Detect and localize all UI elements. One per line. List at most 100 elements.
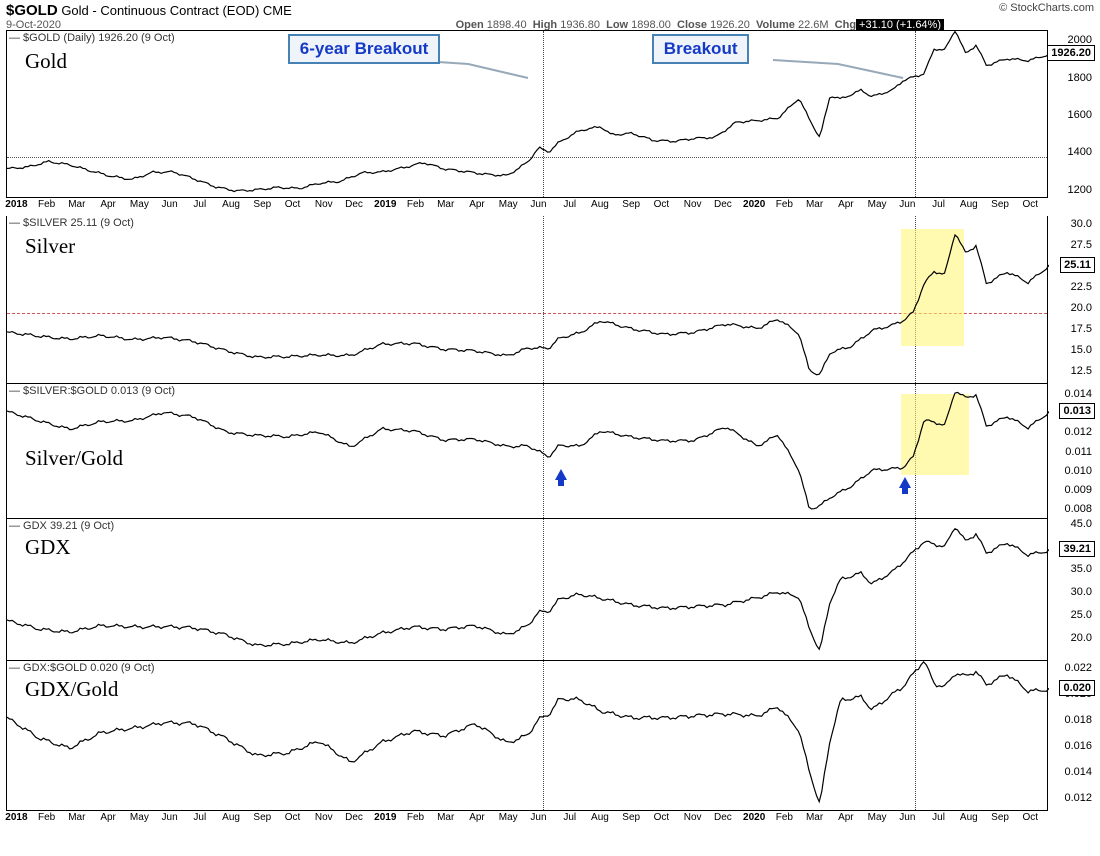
price-line	[7, 31, 1049, 199]
x-tick: Nov	[315, 812, 333, 823]
x-tick: Jul	[193, 812, 206, 823]
x-tick: Apr	[100, 812, 116, 823]
symbol: $GOLD	[6, 2, 58, 19]
y-tick: 0.010	[1064, 465, 1092, 477]
x-tick: Feb	[776, 199, 793, 210]
x-tick: Feb	[38, 812, 55, 823]
x-tick: 2018	[5, 812, 27, 823]
y-tick: 12.5	[1071, 365, 1092, 377]
chart-container: © StockCharts.com $GOLD Gold - Continuou…	[0, 0, 1100, 856]
x-tick: Aug	[960, 812, 978, 823]
x-tick: Jul	[193, 199, 206, 210]
x-tick: Mar	[437, 199, 454, 210]
x-tick: May	[130, 199, 149, 210]
x-tick: Feb	[38, 199, 55, 210]
callout-label: 6-year Breakout	[288, 34, 441, 64]
x-tick: Dec	[714, 812, 732, 823]
panel-title: GDX	[25, 535, 71, 560]
x-tick: 2020	[743, 812, 765, 823]
x-tick: Mar	[68, 812, 85, 823]
y-tick: 15.0	[1071, 344, 1092, 356]
x-tick: Nov	[315, 199, 333, 210]
price-flag: 25.11	[1060, 257, 1095, 273]
panel-legend: — GDX 39.21 (9 Oct)	[9, 520, 114, 532]
x-tick: Jun	[162, 812, 178, 823]
x-tick: Oct	[285, 812, 301, 823]
x-tick: Mar	[806, 199, 823, 210]
x-tick: Jun	[899, 812, 915, 823]
price-line	[7, 216, 1049, 384]
x-tick: Aug	[591, 199, 609, 210]
y-tick: 0.018	[1064, 714, 1092, 726]
panel-title: Gold	[25, 49, 67, 74]
panel-title: GDX/Gold	[25, 677, 118, 702]
price-line	[7, 384, 1049, 519]
panel-gdxg: — GDX:$GOLD 0.020 (9 Oct)GDX/Gold0.0120.…	[6, 661, 1048, 811]
price-line	[7, 661, 1049, 811]
header-title: $GOLD Gold - Continuous Contract (EOD) C…	[6, 2, 1094, 19]
y-tick: 45.0	[1071, 518, 1092, 530]
x-tick: Feb	[776, 812, 793, 823]
panel-legend: — $SILVER:$GOLD 0.013 (9 Oct)	[9, 385, 175, 397]
y-tick: 0.014	[1064, 388, 1092, 400]
panel-gdx: — GDX 39.21 (9 Oct)GDX20.025.030.035.040…	[6, 519, 1048, 661]
x-tick: 2020	[743, 199, 765, 210]
arrow-up-icon	[555, 469, 567, 480]
y-tick: 25.0	[1071, 609, 1092, 621]
y-tick: 30.0	[1071, 218, 1092, 230]
arrow-stem	[902, 488, 908, 494]
x-tick: Jun	[530, 199, 546, 210]
y-tick: 0.016	[1064, 740, 1092, 752]
price-line	[7, 519, 1049, 661]
x-tick: Apr	[469, 812, 485, 823]
panel-title: Silver/Gold	[25, 446, 123, 471]
y-tick: 0.009	[1064, 484, 1092, 496]
x-tick: Mar	[437, 812, 454, 823]
y-tick: 1200	[1068, 184, 1092, 196]
x-tick: Sep	[253, 812, 271, 823]
x-tick: Sep	[991, 812, 1009, 823]
x-tick: Aug	[222, 812, 240, 823]
panel-gold: — $GOLD (Daily) 1926.20 (9 Oct)Gold12001…	[6, 30, 1048, 198]
x-tick: Oct	[654, 812, 670, 823]
x-tick: Jul	[563, 199, 576, 210]
y-tick: 22.5	[1071, 281, 1092, 293]
x-tick: Apr	[100, 199, 116, 210]
y-tick: 0.011	[1065, 446, 1092, 458]
x-tick: Aug	[591, 812, 609, 823]
callout-label: Breakout	[652, 34, 750, 64]
y-tick: 30.0	[1071, 586, 1092, 598]
arrow-stem	[558, 480, 564, 486]
exchange: CME	[263, 3, 292, 18]
attribution: © StockCharts.com	[999, 2, 1094, 14]
x-tick: Apr	[838, 199, 854, 210]
y-tick: 0.014	[1064, 766, 1092, 778]
x-tick: Oct	[285, 199, 301, 210]
y-tick: 0.022	[1064, 662, 1092, 674]
x-tick: May	[130, 812, 149, 823]
x-tick: Feb	[407, 199, 424, 210]
x-tick: Nov	[684, 199, 702, 210]
x-tick: Dec	[714, 199, 732, 210]
y-tick: 20.0	[1071, 632, 1092, 644]
y-tick: 27.5	[1071, 239, 1092, 251]
x-tick: Jun	[162, 199, 178, 210]
x-tick: Aug	[960, 199, 978, 210]
arrow-up-icon	[899, 477, 911, 488]
y-tick: 0.008	[1064, 503, 1092, 515]
x-tick: 2019	[374, 199, 396, 210]
x-tick: Oct	[1023, 199, 1039, 210]
x-tick: Jul	[563, 812, 576, 823]
panel-sg: — $SILVER:$GOLD 0.013 (9 Oct) Silver/Gold…	[6, 384, 1048, 519]
x-tick: Sep	[622, 199, 640, 210]
panel-legend: — $SILVER 25.11 (9 Oct)	[9, 217, 134, 229]
x-tick: Jun	[899, 199, 915, 210]
x-tick: Apr	[469, 199, 485, 210]
x-tick: Dec	[345, 812, 363, 823]
panel-title: Silver	[25, 234, 75, 259]
y-tick: 0.012	[1064, 426, 1092, 438]
x-axis: 2018FebMarAprMayJunJulAugSepOctNovDec201…	[6, 198, 1048, 216]
y-tick: 17.5	[1071, 323, 1092, 335]
x-tick: Mar	[806, 812, 823, 823]
x-tick: Apr	[838, 812, 854, 823]
